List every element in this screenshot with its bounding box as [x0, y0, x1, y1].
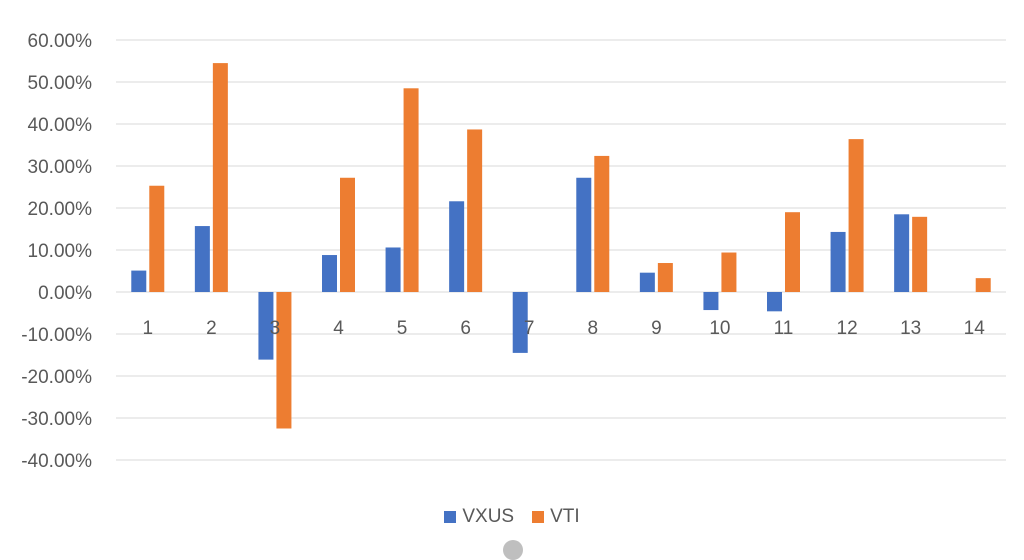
bars	[131, 63, 991, 429]
legend-label-vti: VTI	[550, 506, 580, 527]
x-category-label: 4	[333, 318, 344, 339]
y-tick-label: -40.00%	[21, 451, 92, 472]
x-category-label: 1	[142, 318, 153, 339]
y-tick-label: 0.00%	[38, 283, 92, 304]
y-tick-label: 40.00%	[28, 115, 93, 136]
bar-vxus-1	[131, 270, 147, 292]
bar-vti-11	[785, 212, 800, 292]
legend: VXUS VTI	[0, 506, 1024, 528]
bar-vxus-4	[322, 255, 337, 292]
bar-vti-8	[594, 155, 610, 292]
gridlines	[116, 39, 1006, 461]
x-category-label: 13	[900, 318, 921, 339]
y-tick-label: -10.00%	[21, 325, 92, 346]
bar-vxus-8	[576, 177, 592, 292]
x-axis: 1 2 3 4 5 6 7 8 9 10 11 12 13 14	[142, 318, 985, 339]
legend-swatch-vxus	[444, 511, 457, 523]
bar-vxus-13	[894, 214, 910, 292]
bar-chart: 60.00% 50.00% 40.00% 30.00% 20.00% 10.00% 0.00…	[21, 31, 1006, 472]
bar-vti-10	[721, 252, 737, 292]
bar-vti-6	[467, 129, 483, 292]
y-axis: 60.00% 50.00% 40.00% 30.00% 20.00% 10.00% 0.00…	[21, 31, 92, 472]
y-tick-label: 20.00%	[28, 199, 93, 220]
x-category-label: 2	[206, 318, 217, 339]
y-tick-label: 60.00%	[28, 31, 93, 52]
bar-vxus-5	[385, 247, 401, 292]
bar-vxus-10	[703, 292, 719, 311]
legend-item-vti: VTI	[532, 506, 580, 528]
bar-vxus-7	[512, 292, 528, 353]
x-category-label: 7	[524, 318, 535, 339]
bar-vti-2	[212, 63, 228, 292]
bar-vxus-6	[449, 201, 465, 292]
bar-vxus-12	[830, 231, 846, 292]
y-tick-label: -20.00%	[21, 367, 92, 388]
bar-vxus-3	[258, 292, 274, 360]
bar-vti-5	[403, 88, 419, 292]
x-category-label: 11	[774, 318, 794, 339]
bar-vti-4	[340, 177, 355, 292]
bar-vxus-9	[639, 272, 655, 292]
bar-vti-3	[276, 292, 292, 429]
scroll-indicator-dot[interactable]	[503, 540, 523, 560]
x-category-label: 14	[964, 318, 986, 339]
y-tick-label: 10.00%	[28, 241, 93, 262]
bar-vti-12	[848, 139, 864, 292]
legend-swatch-vti	[532, 511, 545, 523]
x-category-label: 3	[270, 318, 281, 339]
x-category-label: 12	[837, 318, 858, 339]
y-tick-label: 30.00%	[28, 157, 93, 178]
x-category-label: 5	[397, 318, 408, 339]
legend-item-vxus: VXUS	[444, 506, 514, 528]
bar-vxus-11	[767, 292, 782, 312]
x-category-label: 6	[460, 318, 471, 339]
bar-vxus-2	[194, 226, 210, 292]
legend-label-vxus: VXUS	[462, 506, 515, 527]
bar-vti-9	[657, 263, 673, 292]
y-tick-label: -30.00%	[21, 409, 92, 430]
y-tick-label: 50.00%	[28, 73, 93, 94]
x-category-label: 10	[709, 318, 730, 339]
x-category-label: 9	[651, 318, 662, 339]
bar-vti-1	[149, 185, 165, 292]
bar-vti-14	[975, 278, 991, 292]
bar-vti-13	[912, 216, 928, 292]
x-category-label: 8	[587, 318, 598, 339]
